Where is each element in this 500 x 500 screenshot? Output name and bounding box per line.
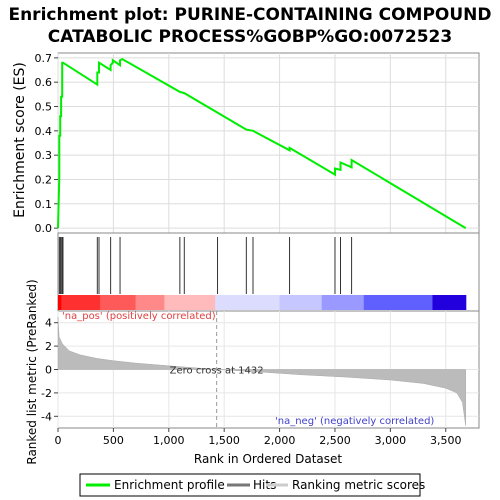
rank-y-ticks: -4 -2 0 2 4 bbox=[41, 317, 58, 423]
rank-colorbar bbox=[58, 295, 467, 310]
ranking-metric-area bbox=[57, 316, 466, 426]
x-tick-label: 1,000 bbox=[153, 434, 185, 447]
chart-title-line-2: CATABOLIC PROCESS%GOBP%GO:0072523 bbox=[48, 27, 452, 47]
es-tick-label: 0.4 bbox=[35, 125, 53, 138]
colorbar-segment bbox=[279, 295, 323, 310]
x-tick-label: 0 bbox=[55, 434, 62, 447]
pos-correlated-label: 'na_pos' (positively correlated) bbox=[62, 311, 216, 322]
colorbar-segment bbox=[432, 295, 467, 310]
es-tick-label: 0.5 bbox=[35, 101, 53, 114]
rank-tick-label: 4 bbox=[45, 317, 52, 330]
es-tick-label: 0.0 bbox=[35, 222, 53, 235]
x-tick-label: 3,000 bbox=[375, 434, 407, 447]
es-panel-frame bbox=[57, 52, 480, 234]
colorbar-segment bbox=[363, 295, 434, 310]
enrichment-profile-line bbox=[57, 57, 467, 229]
colorbar-segment bbox=[100, 295, 137, 310]
legend-label-hits: Hits bbox=[253, 478, 276, 492]
legend-label-enrichment-profile: Enrichment profile bbox=[114, 478, 225, 492]
es-tick-label: 0.3 bbox=[35, 149, 53, 162]
legend-label-ranking-metric-scores: Ranking metric scores bbox=[292, 478, 425, 492]
x-axis-label: Rank in Ordered Dataset bbox=[194, 452, 342, 466]
hits-lines bbox=[58, 237, 353, 294]
rank-tick-label: -4 bbox=[41, 410, 52, 423]
neg-correlated-label: 'na_neg' (negatively correlated) bbox=[275, 416, 434, 427]
rank-grid bbox=[57, 311, 479, 428]
es-grid bbox=[57, 53, 479, 233]
colorbar-segment bbox=[164, 295, 219, 310]
es-tick-label: 0.7 bbox=[35, 52, 53, 65]
x-tick-label: 2,000 bbox=[264, 434, 296, 447]
colorbar-segment bbox=[58, 295, 62, 310]
es-tick-label: 0.2 bbox=[35, 173, 53, 186]
rank-tick-label: -2 bbox=[41, 387, 52, 400]
colorbar-segment bbox=[215, 295, 281, 310]
es-y-ticks: 0.0 0.1 0.2 0.3 0.4 0.5 0.6 0.7 bbox=[35, 52, 58, 235]
x-tick-label: 2,500 bbox=[319, 434, 351, 447]
x-tick-label: 500 bbox=[103, 434, 124, 447]
colorbar-segment bbox=[61, 295, 101, 310]
rank-ylabel: Ranked list metric (PreRanked) bbox=[25, 279, 39, 464]
colorbar-segment bbox=[321, 295, 365, 310]
rank-tick-label: 2 bbox=[45, 340, 52, 353]
zero-cross-label: Zero cross at 1432 bbox=[170, 366, 264, 377]
rank-tick-label: 0 bbox=[45, 364, 52, 377]
colorbar-segment bbox=[135, 295, 165, 310]
x-ticks: 0 500 1,000 1,500 2,000 2,500 3,000 3,500 bbox=[55, 428, 462, 447]
x-tick-label: 1,500 bbox=[208, 434, 240, 447]
es-tick-label: 0.6 bbox=[35, 76, 53, 89]
es-tick-label: 0.1 bbox=[35, 198, 53, 211]
es-ylabel: Enrichment score (ES) bbox=[12, 62, 28, 218]
x-tick-label: 3,500 bbox=[430, 434, 462, 447]
chart-title-line-1: Enrichment plot: PURINE-CONTAINING COMPO… bbox=[8, 5, 491, 25]
